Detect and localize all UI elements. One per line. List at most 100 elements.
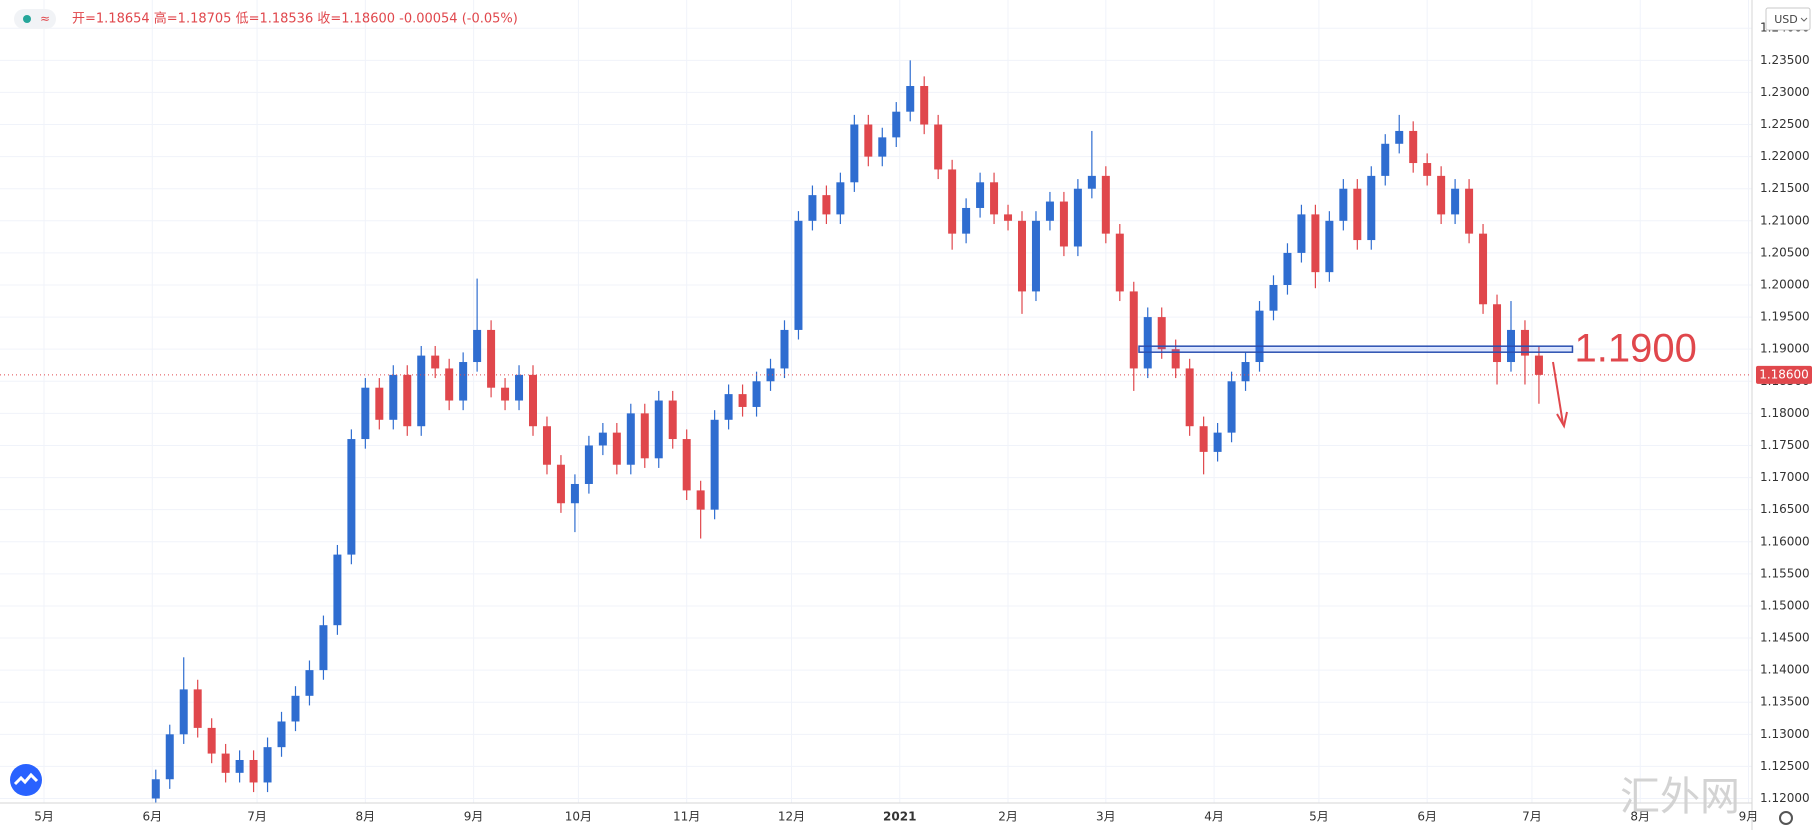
currency-label: USD bbox=[1774, 13, 1798, 26]
dropdown-caret bbox=[1800, 17, 1808, 22]
candle-body bbox=[696, 490, 705, 510]
candle-body bbox=[1381, 143, 1390, 176]
candle-body bbox=[1479, 233, 1488, 305]
candle-body bbox=[1031, 220, 1040, 292]
watermark: 汇外网 bbox=[1620, 774, 1740, 820]
candle-body bbox=[1018, 220, 1026, 292]
candle-body bbox=[291, 695, 300, 722]
candle-body bbox=[780, 329, 789, 369]
candle-body bbox=[682, 439, 691, 491]
status-dot bbox=[23, 15, 31, 23]
candle-body bbox=[249, 759, 258, 783]
y-tick-label: 1.18000 bbox=[1760, 406, 1810, 420]
candle-body bbox=[1004, 214, 1013, 221]
x-tick-label: 2月 bbox=[998, 810, 1018, 824]
candle-body bbox=[1115, 233, 1124, 292]
x-tick-label: 6月 bbox=[1417, 810, 1437, 824]
candle-body bbox=[668, 400, 677, 440]
ohlc-legend: 开=1.18654 高=1.18705 低=1.18536 收=1.18600 … bbox=[72, 11, 518, 27]
candle-body bbox=[612, 432, 621, 465]
candle-body bbox=[962, 207, 971, 234]
x-tick-label: 6月 bbox=[142, 810, 162, 824]
candle-body bbox=[305, 670, 314, 696]
y-tick-label: 1.14000 bbox=[1760, 663, 1810, 677]
candle-body bbox=[389, 374, 398, 420]
candle-body bbox=[417, 355, 426, 427]
candle-body bbox=[1437, 175, 1446, 215]
candle-body bbox=[570, 483, 579, 504]
candle-body bbox=[1269, 284, 1278, 311]
candle-body bbox=[1143, 317, 1152, 369]
y-tick-label: 1.13500 bbox=[1760, 695, 1810, 709]
candle-body bbox=[794, 220, 803, 330]
candle-body bbox=[1255, 310, 1264, 363]
x-tick-label: 12月 bbox=[778, 810, 805, 824]
x-tick-label: 8月 bbox=[1630, 810, 1650, 824]
candle-body bbox=[976, 182, 985, 208]
candle-body bbox=[1465, 188, 1474, 234]
candle-body bbox=[487, 329, 496, 388]
candle-body bbox=[263, 747, 272, 783]
candle-body bbox=[1520, 329, 1529, 356]
axes: 1.12000 1.12500 1.13000 1.13500 1.14000 1.145… bbox=[34, 21, 1812, 824]
y-tick-label: 1.21500 bbox=[1760, 181, 1810, 195]
candle-body bbox=[766, 368, 775, 382]
y-tick-label: 1.23000 bbox=[1760, 85, 1810, 99]
candle-body bbox=[1311, 214, 1320, 273]
y-tick-label: 1.22500 bbox=[1760, 117, 1810, 131]
candle-body bbox=[193, 689, 202, 728]
candle-body bbox=[1129, 291, 1138, 369]
candle-body bbox=[1227, 381, 1236, 433]
candle-body bbox=[1199, 426, 1208, 452]
y-tick-label: 1.15000 bbox=[1760, 598, 1810, 612]
candle-body bbox=[1367, 175, 1376, 241]
candle-body bbox=[724, 394, 733, 420]
candle-body bbox=[1451, 188, 1460, 215]
candle-body bbox=[207, 727, 216, 754]
y-tick-label: 1.15500 bbox=[1760, 566, 1810, 580]
candle-body bbox=[556, 464, 565, 504]
candle-body bbox=[1283, 252, 1292, 285]
y-tick-label: 1.16500 bbox=[1760, 502, 1810, 516]
settings-icon[interactable] bbox=[1779, 811, 1793, 825]
candle-body bbox=[1073, 188, 1082, 247]
candle-body bbox=[1185, 368, 1194, 427]
candle-body bbox=[501, 387, 510, 401]
candle-body bbox=[1101, 175, 1110, 234]
candle-body bbox=[1213, 432, 1222, 452]
level-label: 1.1900 bbox=[1574, 327, 1696, 371]
candle-body bbox=[1325, 220, 1334, 273]
arrow-head bbox=[1556, 411, 1568, 429]
x-tick-label: 8月 bbox=[356, 810, 376, 824]
candle-body bbox=[808, 195, 817, 221]
candle-body bbox=[1534, 355, 1543, 375]
candle-body bbox=[529, 374, 538, 427]
y-tick-label: 1.21000 bbox=[1760, 213, 1810, 227]
candle-body bbox=[1339, 188, 1348, 221]
toggle-icon: ≈ bbox=[40, 12, 50, 26]
candle-body bbox=[892, 111, 901, 138]
candle-body bbox=[459, 362, 468, 401]
x-tick-label: 9月 bbox=[464, 810, 484, 824]
plot-area bbox=[0, 60, 1752, 803]
candle-body bbox=[1353, 188, 1362, 241]
candle-body bbox=[990, 182, 999, 215]
candle-body bbox=[948, 169, 957, 234]
candle-body bbox=[906, 86, 915, 112]
candle-body bbox=[361, 387, 370, 440]
candle-body bbox=[1409, 130, 1418, 164]
candle-body bbox=[473, 329, 482, 363]
toggle[interactable] bbox=[14, 9, 56, 29]
currency-button[interactable] bbox=[1765, 7, 1811, 31]
candle-body bbox=[165, 734, 174, 780]
candle-body bbox=[221, 753, 230, 773]
candle-body bbox=[584, 445, 593, 484]
arrow-shaft bbox=[1552, 361, 1564, 425]
x-tick-label: 7月 bbox=[247, 810, 267, 824]
candle-body bbox=[347, 439, 356, 555]
candle-body bbox=[375, 387, 384, 420]
candle-body bbox=[822, 195, 831, 215]
candle-body bbox=[836, 182, 845, 215]
y-tick-label: 1.19000 bbox=[1760, 342, 1810, 356]
